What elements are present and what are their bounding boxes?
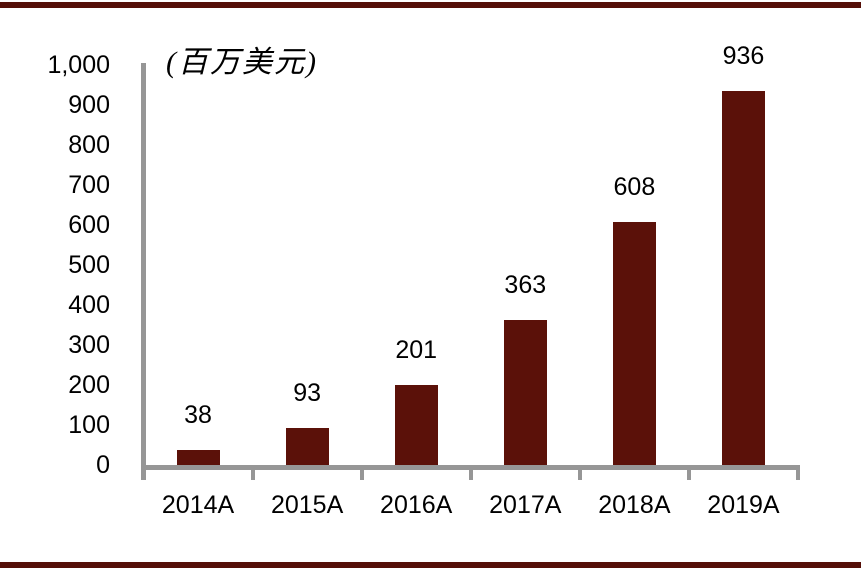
bar-value-label: 608 [613,172,656,201]
x-tick-mark [141,470,146,480]
y-tick-label: 400 [68,291,110,319]
x-tick-mark [796,470,800,480]
bar [176,449,220,465]
x-axis-line [141,465,800,470]
bar [503,319,547,465]
x-tick-mark [250,470,255,480]
y-tick-label: 600 [68,211,110,239]
bar [285,427,329,465]
y-tick-label: 1,000 [47,51,110,79]
x-tick-mark [577,470,582,480]
x-tick-mark [686,470,691,480]
y-tick-label: 0 [96,451,110,479]
x-tick-label: 2014A [161,491,235,519]
y-tick-label: 500 [68,251,110,279]
bar [721,90,765,465]
x-tick-label: 2016A [380,491,453,519]
bar-value-label: 38 [184,400,212,429]
bar-value-label: 936 [722,41,765,70]
bar-value-label: 93 [293,378,322,407]
bottom-border-rule [0,562,861,568]
y-axis-line [141,63,146,480]
y-tick-label: 800 [68,131,110,159]
top-border-rule [0,2,861,8]
bar [612,221,656,465]
y-tick-label: 700 [68,171,110,199]
x-tick-label: 2018A [598,491,671,519]
x-tick-label: 2017A [489,491,562,519]
x-tick-mark [359,470,364,480]
y-tick-label: 300 [68,331,110,359]
bar [394,384,438,465]
x-tick-label: 2015A [270,491,344,519]
y-tick-label: 200 [68,371,110,399]
y-tick-label: 100 [68,411,110,439]
x-tick-label: 2019A [707,491,780,519]
bar-value-label: 201 [395,335,438,364]
y-tick-label: 900 [68,91,110,119]
unit-label: (百万美元) [166,46,318,79]
bar-value-label: 363 [504,270,547,299]
x-tick-mark [468,470,473,480]
